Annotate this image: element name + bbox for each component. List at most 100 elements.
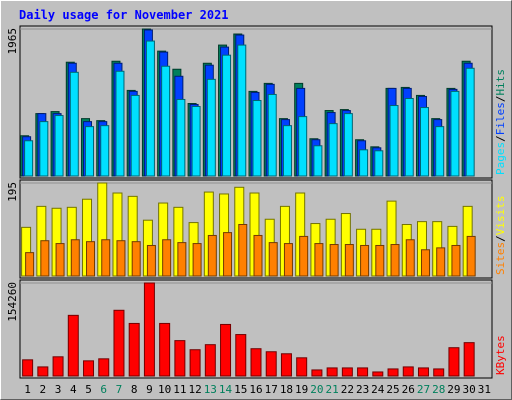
- x-tick-label: 25: [386, 383, 399, 396]
- x-tick-label: 23: [356, 383, 369, 396]
- legend: Pages/Files/Hits: [494, 69, 507, 175]
- bar: [85, 126, 95, 177]
- bar: [253, 234, 263, 277]
- x-tick-label: 14: [219, 383, 233, 396]
- bar: [192, 243, 202, 277]
- bar: [343, 113, 353, 177]
- legend: Sites/Visits: [494, 196, 507, 276]
- bar: [250, 348, 262, 377]
- x-tick-label: 27: [417, 383, 430, 396]
- x-tick-label: 3: [55, 383, 62, 396]
- bar: [390, 244, 400, 277]
- bar: [161, 65, 171, 177]
- bar: [283, 243, 293, 277]
- bar: [465, 67, 475, 177]
- legend-separator: /: [494, 135, 507, 142]
- bar: [463, 342, 475, 377]
- bar: [237, 44, 247, 177]
- x-tick-label: 9: [146, 383, 153, 396]
- legend-entry: Visits: [494, 196, 507, 236]
- x-tick-label: 18: [280, 383, 293, 396]
- bar: [420, 249, 430, 277]
- legend: KBytes: [494, 335, 507, 375]
- bar: [40, 240, 50, 277]
- x-tick-label: 7: [116, 383, 123, 396]
- bar: [52, 356, 64, 377]
- bar: [311, 369, 323, 377]
- bar: [206, 78, 216, 177]
- x-tick-label: 24: [371, 383, 385, 396]
- bar: [402, 366, 414, 377]
- bar: [435, 126, 445, 177]
- bar: [131, 241, 141, 277]
- x-tick-label: 31: [478, 383, 491, 396]
- bar: [252, 100, 262, 177]
- y-tick-label: 154260: [6, 282, 19, 322]
- bar: [372, 371, 384, 377]
- x-tick-label: 21: [326, 383, 339, 396]
- bar: [113, 309, 125, 377]
- bar: [67, 314, 79, 377]
- bar: [299, 235, 309, 277]
- bar: [162, 239, 172, 277]
- bar: [328, 123, 338, 177]
- legend-entry: Pages: [494, 142, 507, 175]
- bar: [417, 367, 429, 377]
- bar: [146, 244, 156, 277]
- bar: [177, 242, 187, 277]
- bar: [436, 247, 446, 277]
- bar: [98, 358, 110, 377]
- chart-title: Daily usage for November 2021: [19, 8, 229, 22]
- x-tick-label: 28: [432, 383, 445, 396]
- bar: [448, 347, 460, 377]
- bar: [450, 90, 460, 177]
- bar: [130, 94, 140, 177]
- bar: [374, 150, 384, 177]
- x-tick-label: 4: [70, 383, 77, 396]
- x-tick-label: 12: [188, 383, 201, 396]
- bar: [265, 351, 277, 377]
- legend-entry: KBytes: [494, 335, 507, 375]
- bar: [100, 125, 110, 177]
- bar: [116, 240, 126, 277]
- x-tick-label: 15: [234, 383, 247, 396]
- bar: [235, 334, 247, 377]
- bar: [223, 232, 233, 277]
- bar: [433, 368, 445, 377]
- bar: [159, 322, 171, 377]
- bar: [204, 344, 216, 377]
- x-tick-label: 19: [295, 383, 308, 396]
- x-tick-label: 11: [173, 383, 186, 396]
- y-tick-label: 1965: [6, 28, 19, 55]
- y-tick-label: 195: [6, 182, 19, 202]
- bar: [189, 349, 201, 377]
- bar: [39, 121, 49, 177]
- bar: [83, 360, 95, 377]
- x-tick-label: 10: [158, 383, 171, 396]
- bar: [357, 367, 369, 377]
- bar: [375, 244, 385, 277]
- x-tick-label: 26: [402, 383, 415, 396]
- bar: [326, 367, 338, 377]
- x-tick-label: 30: [463, 383, 476, 396]
- bar: [101, 239, 111, 277]
- bar: [282, 125, 292, 177]
- bar: [220, 323, 232, 377]
- bar: [24, 140, 34, 177]
- x-tick-label: 1: [24, 383, 31, 396]
- x-tick-label: 16: [249, 383, 262, 396]
- bar: [22, 359, 34, 377]
- bar: [115, 70, 125, 177]
- bar: [298, 116, 308, 177]
- x-tick-label: 2: [40, 383, 47, 396]
- bar: [451, 244, 461, 277]
- bar: [176, 98, 186, 177]
- x-tick-label: 13: [204, 383, 217, 396]
- bar: [389, 105, 399, 177]
- bar: [25, 252, 35, 277]
- bar: [86, 241, 96, 277]
- legend-separator: /: [494, 96, 507, 103]
- x-tick-label: 20: [310, 383, 323, 396]
- bar: [387, 368, 399, 377]
